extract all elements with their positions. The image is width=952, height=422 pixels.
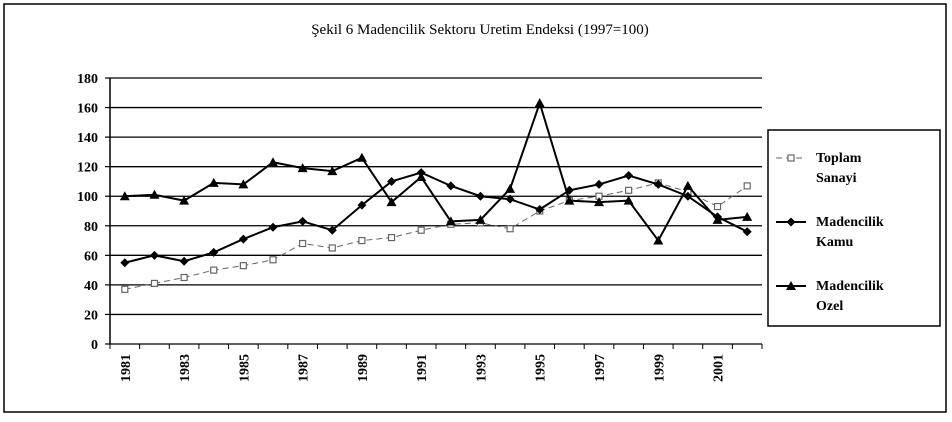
series-line	[124, 171, 748, 264]
x-tick-label: 1983	[178, 354, 193, 382]
marker	[239, 262, 247, 270]
marker	[786, 281, 796, 290]
y-tick-label: 100	[77, 190, 98, 205]
marker	[653, 235, 664, 245]
y-tick-label: 80	[84, 220, 98, 235]
y-tick-label: 120	[77, 161, 98, 176]
x-tick-label: 1999	[652, 354, 667, 382]
marker	[475, 214, 486, 224]
marker	[712, 214, 723, 224]
marker	[594, 179, 604, 189]
marker	[787, 154, 795, 162]
marker	[623, 195, 634, 205]
marker	[624, 171, 634, 181]
marker	[150, 279, 159, 288]
y-tick-label: 0	[91, 338, 98, 353]
series-line	[124, 182, 748, 290]
marker	[208, 177, 219, 187]
marker	[683, 191, 693, 201]
marker	[475, 191, 485, 201]
marker	[505, 183, 516, 193]
series-line	[124, 99, 748, 243]
x-tick-label: 1993	[474, 354, 489, 382]
x-tick-label: 1997	[593, 354, 608, 382]
x-tick-label: 1987	[297, 354, 312, 382]
marker	[682, 180, 693, 190]
marker	[786, 217, 796, 227]
legend-label: Toplam Sanayi	[816, 151, 862, 186]
y-tick-label: 160	[77, 102, 98, 117]
marker	[179, 195, 190, 205]
marker	[653, 179, 663, 189]
marker	[328, 244, 336, 252]
marker	[535, 205, 545, 215]
x-tick-label: 1989	[356, 354, 371, 382]
marker	[327, 225, 337, 235]
marker	[357, 200, 367, 210]
marker	[505, 194, 515, 204]
x-tick-label: 1991	[415, 354, 430, 382]
marker	[179, 256, 189, 266]
marker	[238, 234, 248, 244]
marker	[387, 176, 397, 186]
marker	[534, 98, 545, 108]
marker	[268, 222, 278, 232]
legend-label: Madencilik Ozel	[816, 279, 884, 314]
marker	[564, 195, 575, 205]
x-tick-label: 1995	[534, 354, 549, 382]
marker	[416, 172, 427, 182]
marker	[180, 273, 188, 282]
marker	[238, 179, 249, 189]
marker	[446, 181, 456, 191]
marker	[594, 197, 604, 207]
marker	[742, 211, 753, 221]
marker	[210, 266, 218, 274]
marker	[268, 157, 278, 167]
legend-label: Madencilik Kamu	[816, 215, 884, 250]
marker	[713, 202, 722, 211]
marker	[506, 225, 514, 233]
marker	[358, 236, 366, 245]
y-tick-label: 40	[84, 279, 98, 294]
x-tick-label: 1981	[119, 354, 134, 382]
marker	[121, 285, 129, 293]
marker	[149, 250, 159, 260]
marker	[119, 191, 130, 201]
marker	[742, 227, 752, 237]
y-tick-label: 60	[84, 249, 98, 264]
marker	[299, 239, 307, 248]
marker	[387, 234, 396, 242]
marker	[149, 189, 160, 199]
marker	[298, 216, 308, 226]
legend-box	[767, 129, 941, 327]
marker	[445, 216, 456, 226]
chart-border	[3, 3, 947, 413]
y-tick-label: 180	[77, 72, 98, 87]
marker	[356, 152, 367, 162]
marker	[297, 163, 308, 173]
y-tick-label: 140	[77, 131, 98, 146]
marker	[743, 182, 751, 190]
x-tick-label: 1985	[237, 354, 252, 382]
marker	[209, 247, 219, 257]
x-tick-label: 2001	[712, 354, 727, 382]
marker	[327, 166, 338, 176]
marker	[120, 258, 130, 268]
marker	[625, 186, 633, 194]
y-tick-label: 20	[84, 308, 98, 323]
marker	[386, 197, 397, 207]
chart-title: Şekil 6 Madencilik Sektoru Uretim Endeks…	[311, 22, 649, 38]
marker	[269, 256, 277, 264]
marker	[417, 226, 425, 234]
